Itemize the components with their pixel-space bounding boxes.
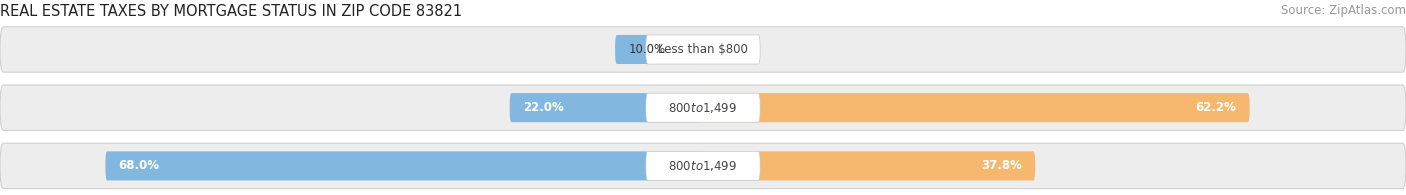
FancyBboxPatch shape bbox=[645, 151, 761, 180]
Text: REAL ESTATE TAXES BY MORTGAGE STATUS IN ZIP CODE 83821: REAL ESTATE TAXES BY MORTGAGE STATUS IN … bbox=[0, 4, 463, 19]
FancyBboxPatch shape bbox=[0, 85, 1406, 130]
Text: $800 to $1,499: $800 to $1,499 bbox=[668, 159, 738, 173]
FancyBboxPatch shape bbox=[0, 27, 1406, 72]
FancyBboxPatch shape bbox=[645, 35, 761, 64]
FancyBboxPatch shape bbox=[703, 151, 1035, 180]
Text: $800 to $1,499: $800 to $1,499 bbox=[668, 101, 738, 115]
FancyBboxPatch shape bbox=[703, 93, 1250, 122]
Text: Source: ZipAtlas.com: Source: ZipAtlas.com bbox=[1281, 4, 1406, 17]
Text: Less than $800: Less than $800 bbox=[658, 43, 748, 56]
FancyBboxPatch shape bbox=[105, 151, 703, 180]
FancyBboxPatch shape bbox=[0, 143, 1406, 189]
FancyBboxPatch shape bbox=[510, 93, 703, 122]
Text: 37.8%: 37.8% bbox=[981, 159, 1022, 172]
Text: 68.0%: 68.0% bbox=[118, 159, 160, 172]
Text: 62.2%: 62.2% bbox=[1195, 101, 1236, 114]
Text: 10.0%: 10.0% bbox=[628, 43, 665, 56]
Text: 22.0%: 22.0% bbox=[523, 101, 564, 114]
FancyBboxPatch shape bbox=[645, 93, 761, 122]
FancyBboxPatch shape bbox=[616, 35, 703, 64]
